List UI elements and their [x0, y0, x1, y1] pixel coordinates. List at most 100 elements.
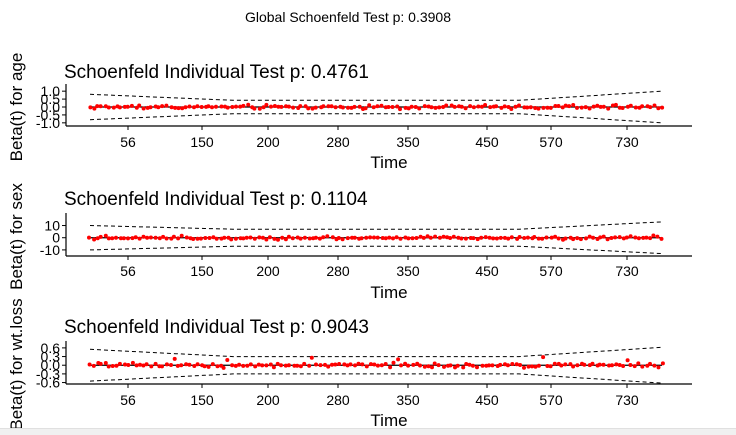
residual-point: [321, 104, 326, 109]
residual-point: [225, 358, 230, 362]
residual-point: [134, 363, 139, 368]
residual-point: [620, 106, 625, 110]
residual-point: [171, 234, 176, 239]
x-tick-label: 570: [539, 263, 563, 279]
residual-point: [410, 236, 415, 241]
residual-point: [571, 237, 576, 242]
residual-point: [245, 363, 250, 368]
residual-point: [379, 103, 384, 108]
residual-point: [451, 234, 456, 239]
residual-point: [651, 233, 656, 238]
residual-point: [563, 362, 568, 367]
residual-point: [145, 235, 150, 240]
residual-point: [336, 236, 341, 240]
residual-point: [276, 104, 281, 109]
residual-point: [173, 105, 178, 110]
y-axis-label: Beta(t) for sex: [7, 183, 26, 290]
residual-point: [433, 105, 438, 110]
residual-point: [468, 104, 473, 109]
residual-point: [480, 363, 485, 368]
residual-point: [422, 364, 427, 369]
y-axis-label: Beta(t) for wt.loss: [7, 298, 26, 430]
residual-point: [172, 356, 177, 361]
residual-point: [192, 105, 196, 110]
residual-point: [206, 104, 211, 109]
residual-point: [556, 104, 561, 108]
residual-point: [644, 235, 649, 240]
residual-point: [518, 363, 523, 367]
residual-point: [148, 235, 153, 240]
residual-point: [487, 235, 492, 240]
residual-point: [323, 362, 327, 367]
residual-point: [244, 235, 249, 240]
confidence-band-upper: [89, 346, 663, 358]
residual-point: [149, 364, 154, 369]
residual-point: [399, 363, 403, 368]
residual-point: [221, 365, 226, 370]
residual-point: [390, 105, 395, 109]
residual-point: [333, 362, 338, 367]
x-tick-label: 730: [615, 263, 639, 279]
residual-point: [429, 105, 434, 110]
residual-point: [169, 105, 174, 110]
residual-point: [352, 235, 357, 240]
residual-point: [342, 362, 347, 367]
residual-point: [106, 105, 111, 110]
residual-point: [552, 361, 557, 366]
y-axis-label: Beta(t) for age: [7, 53, 26, 162]
residual-point: [613, 235, 618, 240]
residual-point: [87, 235, 91, 240]
residual-point: [272, 236, 277, 241]
residual-point: [379, 363, 384, 368]
residual-point: [241, 103, 246, 108]
x-tick-label: 200: [256, 134, 280, 150]
residual-point: [230, 363, 235, 368]
x-tick-label: 150: [190, 263, 214, 279]
residual-point: [396, 357, 401, 362]
residual-point: [187, 362, 192, 367]
residual-point: [445, 235, 450, 240]
residual-point: [219, 104, 224, 109]
residual-point: [522, 365, 526, 370]
residual-point: [138, 362, 142, 367]
residual-point: [160, 104, 165, 109]
residual-point: [271, 365, 276, 370]
residual-point: [591, 104, 596, 109]
residual-point: [656, 106, 661, 111]
residual-point: [302, 361, 307, 366]
residual-point: [553, 104, 558, 108]
residual-point: [560, 105, 565, 110]
residual-point: [125, 104, 130, 109]
horizontal-scrollbar[interactable]: [0, 428, 736, 435]
x-tick-label: 450: [475, 263, 499, 279]
confidence-band-lower: [89, 245, 663, 255]
residual-point: [403, 105, 408, 110]
residual-point: [471, 105, 476, 110]
residual-point: [636, 361, 641, 366]
residual-point: [253, 364, 258, 369]
residual-point: [406, 363, 411, 368]
residual-point: [601, 362, 606, 367]
residual-point: [157, 236, 162, 241]
residual-point: [279, 104, 284, 109]
residual-point: [648, 105, 653, 110]
residual-point: [329, 104, 334, 109]
residual-point: [375, 104, 380, 109]
residual-point: [652, 363, 657, 368]
residual-point: [350, 235, 354, 240]
residual-point: [418, 234, 423, 239]
residual-point: [545, 105, 550, 110]
residual-point: [621, 364, 626, 368]
residual-point: [264, 102, 269, 107]
y-tick-label: -0.3: [36, 366, 60, 382]
residual-point: [625, 358, 630, 363]
residual-point: [313, 105, 318, 110]
residual-point: [325, 234, 330, 239]
residual-point: [467, 362, 472, 367]
residual-point: [509, 235, 514, 240]
residual-point: [326, 104, 331, 109]
residual-point: [494, 104, 499, 109]
residual-point: [286, 363, 291, 368]
residual-point: [563, 236, 568, 241]
residual-point: [141, 363, 146, 368]
